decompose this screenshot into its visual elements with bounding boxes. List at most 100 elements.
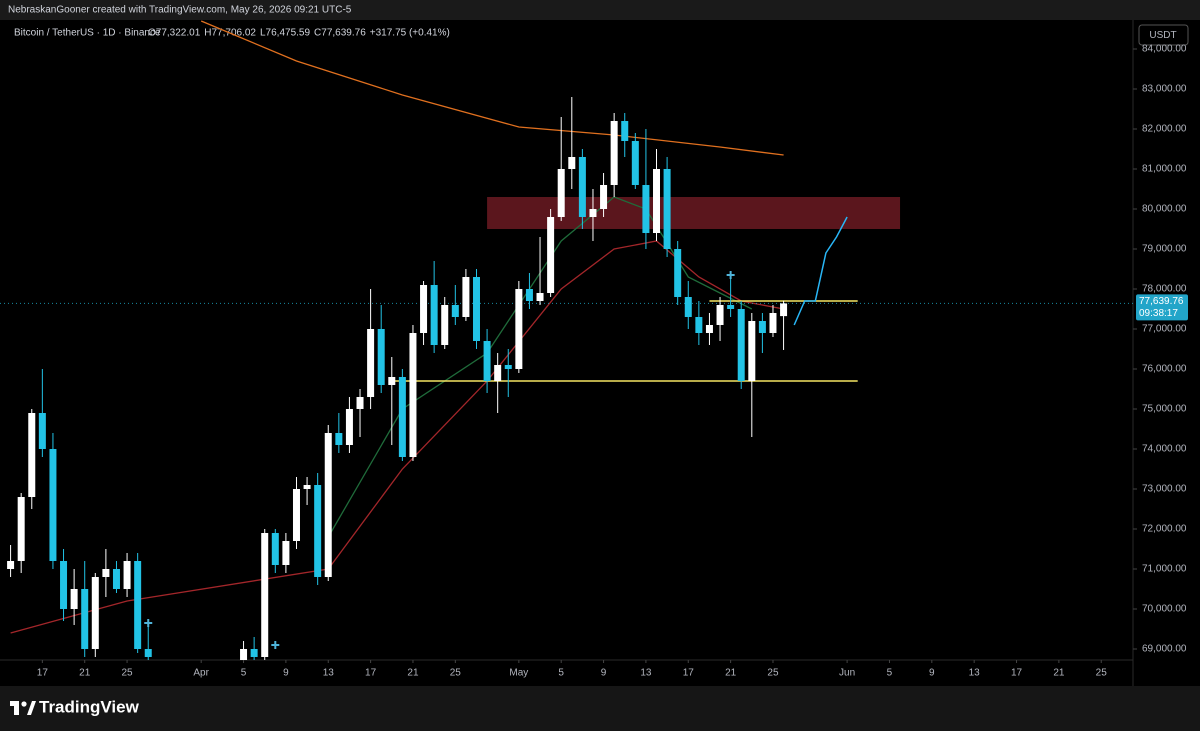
candle-body — [695, 317, 703, 333]
candle-body — [367, 329, 375, 397]
candle-body — [144, 649, 152, 657]
candle-body — [240, 649, 248, 660]
x-tick-label: 13 — [969, 668, 981, 679]
candle-body — [462, 277, 470, 317]
x-tick-label: 25 — [767, 668, 779, 679]
y-tick-label: 80,000.00 — [1142, 204, 1187, 215]
brand: TradingView — [39, 697, 140, 716]
candle-body — [303, 485, 311, 489]
candle-body — [547, 217, 555, 293]
candle-body — [578, 157, 586, 217]
ohlc-value: O77,322.01 — [148, 28, 201, 39]
y-tick-label: 82,000.00 — [1142, 124, 1187, 135]
marker — [271, 641, 280, 649]
x-tick-label: 25 — [122, 668, 134, 679]
candle-body — [314, 485, 322, 577]
candle-body — [38, 413, 46, 449]
candle-body — [335, 433, 343, 445]
change: +317.75 (+0.41%) — [370, 28, 450, 39]
candle-body — [345, 409, 353, 445]
candle-body — [324, 433, 332, 577]
logo-shape — [14, 706, 19, 715]
x-tick-label: 17 — [1011, 668, 1023, 679]
y-tick-label: 83,000.00 — [1142, 84, 1187, 95]
y-tick-label: 79,000.00 — [1142, 244, 1187, 255]
y-tick-label: 73,000.00 — [1142, 484, 1187, 495]
symbol: Bitcoin / TetherUS · 1D · Binance — [14, 28, 161, 39]
moving-average — [200, 20, 784, 156]
candle-body — [451, 305, 459, 317]
x-tick-label: 17 — [37, 668, 49, 679]
candle-body — [261, 533, 269, 657]
candle-body — [472, 277, 480, 341]
y-tick-label: 76,000.00 — [1142, 364, 1187, 375]
last-price-box — [1136, 294, 1188, 321]
zone — [487, 197, 901, 229]
x-tick-label: 9 — [601, 668, 607, 679]
x-tick-label: Jun — [839, 668, 855, 679]
x-tick-label: 21 — [725, 668, 737, 679]
candle-body — [112, 569, 120, 589]
x-tick-label: 25 — [1096, 668, 1108, 679]
attribution: NebraskanGooner created with TradingView… — [8, 5, 352, 16]
candle-body — [758, 321, 766, 333]
candle-body — [568, 157, 576, 169]
candle-body — [600, 185, 608, 209]
candle-body — [525, 289, 533, 301]
y-tick-label: 72,000.00 — [1142, 524, 1187, 535]
candle-body — [653, 169, 661, 233]
logo — [10, 701, 36, 715]
candle-body — [102, 569, 110, 577]
y-tick-label: 84,000.00 — [1142, 44, 1187, 55]
candle-body — [737, 309, 745, 381]
candle-body — [589, 209, 597, 217]
candle-body — [610, 121, 618, 185]
x-tick-label: May — [509, 668, 528, 679]
y-tick-label: 74,000.00 — [1142, 444, 1187, 455]
ohlc-value: C77,639.76 — [314, 28, 366, 39]
x-tick-label: 5 — [887, 668, 893, 679]
candle-body — [769, 313, 777, 333]
logo-shape — [10, 701, 19, 706]
candle-body — [7, 561, 15, 569]
candle-body — [377, 329, 385, 385]
x-tick-label: 21 — [1053, 668, 1065, 679]
candle-body — [17, 497, 25, 561]
y-tick-label: 81,000.00 — [1142, 164, 1187, 175]
projection-path — [793, 216, 848, 326]
candle-body — [271, 533, 279, 565]
currency-box — [1138, 24, 1189, 46]
candle-body — [28, 413, 36, 497]
y-tick-label: 71,000.00 — [1142, 564, 1187, 575]
candle-body — [441, 305, 449, 345]
candle-body — [494, 365, 502, 381]
candle-body — [356, 397, 364, 409]
x-tick-label: 13 — [640, 668, 652, 679]
candle-body — [515, 289, 523, 369]
y-tick-label: 77,000.00 — [1142, 324, 1187, 335]
countdown: 09:38:17 — [1139, 308, 1178, 319]
candle-body — [91, 577, 99, 649]
ohlc-legend: O77,322.01 H77,706.02 L76,475.59 C77,639.76… — [148, 28, 450, 39]
y-tick-label: 78,000.00 — [1142, 284, 1187, 295]
candle-body — [60, 561, 68, 609]
candle-body — [780, 303, 788, 317]
plot — [0, 20, 1133, 660]
last-price-label: 77,639.76 — [1139, 296, 1184, 307]
candle-body — [409, 333, 417, 457]
candle-body — [642, 185, 650, 233]
candle-body — [292, 489, 300, 541]
top-bar — [0, 0, 1200, 20]
candle-body — [430, 285, 438, 345]
x-tick-label: 9 — [929, 668, 935, 679]
marker — [726, 271, 735, 279]
candle-body — [49, 449, 57, 561]
logo-shape — [21, 701, 27, 707]
x-tick-label: 13 — [323, 668, 335, 679]
candle-body — [557, 169, 565, 217]
candle-body — [631, 141, 639, 185]
candle-body — [684, 297, 692, 317]
candle-body — [727, 305, 735, 309]
